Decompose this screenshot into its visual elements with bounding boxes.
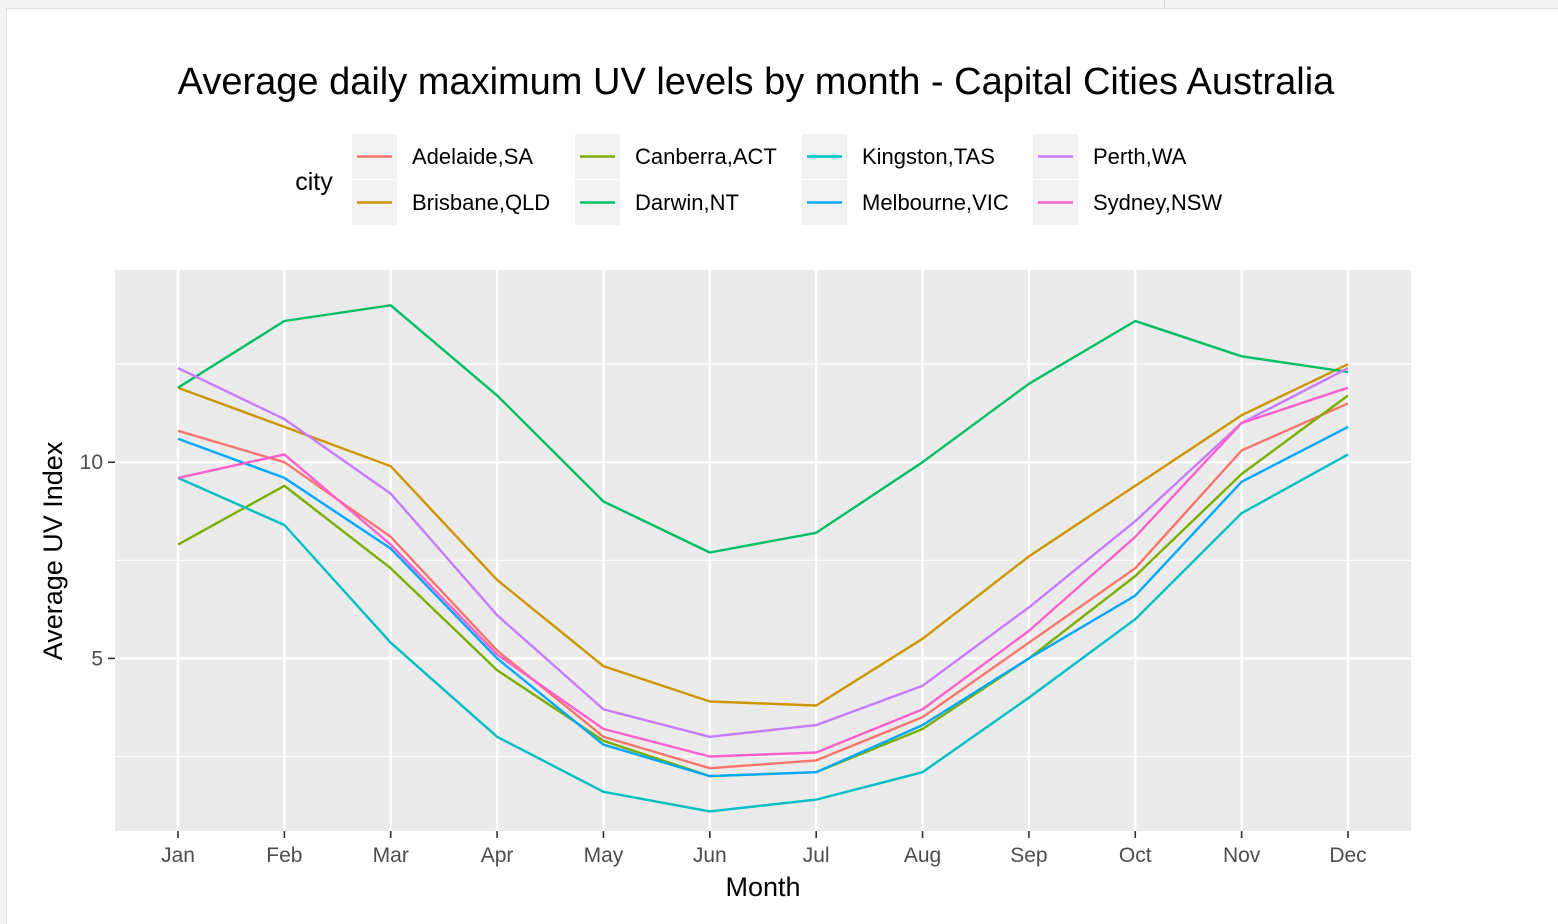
chart-title: Average daily maximum UV levels by month… xyxy=(178,61,1336,103)
legend-label-canberra-act: Canberra,ACT xyxy=(635,144,777,169)
window-left-edge xyxy=(0,8,7,924)
x-tick-label: Sep xyxy=(1010,844,1047,867)
y-axis-label: Average UV Index xyxy=(38,441,68,660)
legend-label-kingston-tas: Kingston,TAS xyxy=(862,144,995,169)
legend-label-adelaide-sa: Adelaide,SA xyxy=(412,144,533,169)
x-tick-label: Oct xyxy=(1119,844,1152,867)
x-tick-label: Feb xyxy=(266,844,302,867)
top-bar-divider xyxy=(1164,0,1165,8)
plot-panel xyxy=(115,270,1411,831)
legend: Adelaide,SA Brisbane,QLD Canberra,ACT Darwi… xyxy=(352,134,1222,225)
x-axis: Jan Feb Mar Apr May Jun Jul Aug Sep Oct Nov Dec xyxy=(161,831,1367,867)
legend-label-brisbane-qld: Brisbane,QLD xyxy=(412,190,550,215)
window-top-bar xyxy=(0,0,1558,9)
legend-label-melbourne-vic: Melbourne,VIC xyxy=(862,190,1009,215)
series-line-darwin-nt xyxy=(177,304,1349,554)
series-line-melbourne-vic xyxy=(177,425,1349,778)
series-line-brisbane-qld xyxy=(177,363,1349,707)
x-axis-label: Month xyxy=(725,872,800,902)
legend-label-sydney-nsw: Sydney,NSW xyxy=(1093,190,1222,215)
x-tick-label: Jun xyxy=(693,844,727,867)
x-tick-label: Mar xyxy=(373,844,409,867)
x-tick-label: Dec xyxy=(1329,844,1366,867)
x-tick-label: Jul xyxy=(803,844,830,867)
x-tick-label: Aug xyxy=(904,844,941,867)
series-lines xyxy=(177,304,1349,813)
x-tick-label: Jan xyxy=(161,844,195,867)
series-line-kingston-tas xyxy=(177,453,1349,813)
series-line-sydney-nsw xyxy=(177,386,1349,758)
y-axis: 5 10 xyxy=(80,451,115,670)
series-line-adelaide-sa xyxy=(177,402,1349,770)
x-tick-label: May xyxy=(584,844,624,867)
x-tick-label: Apr xyxy=(481,844,514,867)
legend-label-darwin-nt: Darwin,NT xyxy=(635,190,739,215)
x-tick-label: Nov xyxy=(1223,844,1261,867)
legend-label-perth-wa: Perth,WA xyxy=(1093,144,1187,169)
grid-lines xyxy=(115,270,1411,831)
legend-title: city xyxy=(295,168,333,196)
y-tick-label: 5 xyxy=(91,647,103,670)
y-tick-label: 10 xyxy=(80,451,103,474)
series-line-perth-wa xyxy=(177,367,1349,738)
